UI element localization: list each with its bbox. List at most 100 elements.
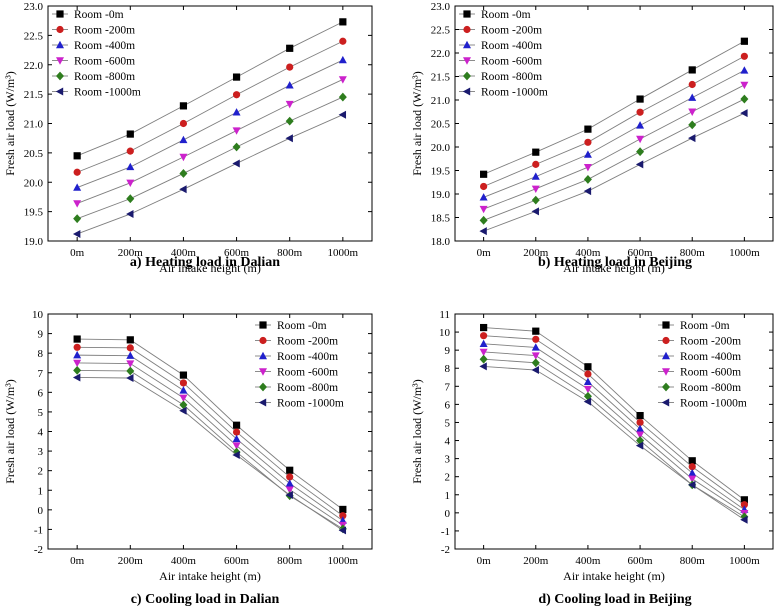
legend-marker	[463, 10, 471, 18]
x-tick-label: 1000m	[729, 247, 760, 259]
data-point	[688, 108, 697, 116]
legend-marker	[462, 87, 471, 96]
series-6	[72, 373, 347, 535]
y-tick-label: 19.5	[24, 207, 44, 219]
series-line	[77, 346, 344, 517]
y-axis-label: Fresh air load (W/m³)	[410, 379, 424, 484]
data-point	[740, 37, 748, 45]
y-tick-label: 18.0	[431, 236, 451, 248]
y-tick-label: 2	[38, 466, 44, 478]
data-point	[636, 121, 645, 129]
data-point	[583, 391, 592, 401]
data-point	[740, 496, 748, 504]
series-line	[77, 377, 344, 531]
legend-marker	[259, 368, 267, 376]
data-point	[480, 182, 488, 191]
data-point	[740, 52, 748, 60]
data-point	[584, 138, 592, 146]
series-line	[483, 112, 745, 232]
x-tick-label: 800m	[680, 555, 706, 567]
data-point	[635, 160, 644, 169]
data-point	[72, 373, 81, 382]
y-tick-label: -2	[34, 544, 43, 556]
data-point	[636, 431, 645, 439]
legend-label: Room -800m	[680, 382, 741, 394]
series-1	[480, 37, 748, 178]
data-point	[338, 92, 347, 102]
x-axis-label: Air intake height (m)	[159, 261, 261, 275]
data-point	[688, 463, 696, 471]
legend-label: Room -1000m	[74, 87, 141, 99]
y-tick-label: 19.0	[24, 236, 44, 248]
series-line	[76, 59, 344, 188]
y-tick-label: 21.5	[431, 72, 451, 84]
data-point	[232, 127, 241, 135]
legend-marker	[463, 40, 471, 49]
x-axis-label: Air intake height (m)	[563, 569, 665, 583]
data-point	[73, 343, 81, 351]
y-tick-label: 0	[38, 505, 44, 517]
legend-label: Room -200m	[680, 336, 741, 348]
y-tick-label: 10	[32, 309, 44, 321]
series-line	[483, 327, 745, 501]
y-tick-label: 8	[445, 363, 451, 375]
data-point	[338, 526, 347, 535]
data-point	[583, 164, 592, 172]
y-tick-label: 0	[445, 508, 451, 520]
data-point	[636, 424, 645, 432]
series-1	[480, 323, 748, 504]
data-point	[688, 120, 697, 130]
data-point	[73, 200, 82, 208]
legend-label: Room -600m	[680, 367, 741, 379]
data-point	[126, 351, 135, 359]
legend-label: Room -1000m	[481, 87, 548, 99]
series-line	[76, 21, 344, 157]
data-point	[126, 336, 134, 344]
data-point	[232, 159, 240, 168]
y-tick-label: 6	[38, 387, 44, 399]
series-6	[479, 362, 748, 524]
data-point	[688, 134, 696, 143]
data-point	[636, 135, 645, 144]
panel-caption: a) Heating load in Dalian	[130, 255, 280, 270]
y-axis-label: Fresh air load (W/m³)	[3, 379, 17, 484]
data-point	[285, 479, 294, 487]
legend-label: Room -0m	[74, 9, 124, 21]
data-point	[688, 480, 696, 489]
data-point	[179, 394, 188, 403]
data-point	[179, 371, 188, 379]
x-tick-label: 0m	[70, 555, 85, 567]
y-tick-label: 8	[38, 348, 44, 360]
legend-marker	[662, 351, 670, 360]
series-2	[480, 332, 748, 509]
y-tick-label: 5	[38, 407, 44, 419]
y-tick-label: 21.0	[24, 119, 44, 131]
data-point	[179, 400, 188, 410]
legend-label: Room -600m	[481, 56, 542, 68]
x-axis-label: Air intake height (m)	[159, 569, 261, 583]
legend-marker	[662, 368, 670, 376]
data-point	[635, 441, 644, 450]
x-tick-label: 400m	[575, 247, 601, 259]
y-tick-label: 20.5	[431, 119, 451, 131]
y-tick-label: 10	[439, 327, 451, 339]
legend-marker	[259, 382, 267, 392]
data-point	[688, 475, 697, 484]
x-tick-label: 400m	[171, 555, 197, 567]
data-point	[584, 125, 592, 133]
data-point	[480, 170, 488, 178]
chart-panel-4: -2 -1 0 1 2 3 4 5 6 7 8 9 10 11 0m 200m 400m 600m 800m 1000…	[410, 309, 774, 607]
legend-marker	[56, 57, 64, 65]
legend-marker	[259, 321, 267, 329]
y-tick-label: 20.0	[431, 142, 451, 154]
y-tick-label: -2	[441, 544, 450, 556]
chart-panel-1: 19.0 19.5 20.0 20.5 21.0 21.5 22.0 22.5 23.0 0m 20…	[3, 1, 373, 275]
legend-marker	[56, 71, 64, 81]
legend-marker	[463, 57, 471, 65]
data-point	[740, 501, 748, 509]
legend-marker	[259, 351, 267, 360]
y-tick-label: 5	[445, 417, 451, 429]
series-3	[479, 66, 749, 201]
series-3	[73, 55, 347, 191]
series-6	[479, 109, 748, 236]
